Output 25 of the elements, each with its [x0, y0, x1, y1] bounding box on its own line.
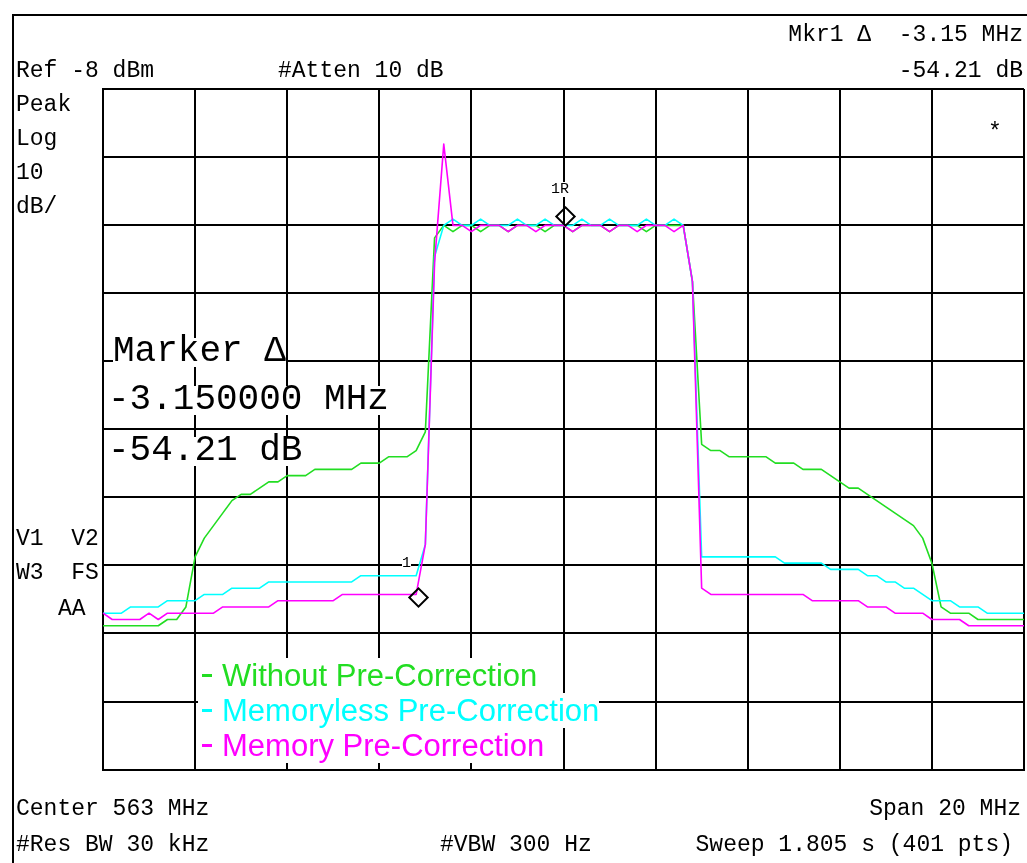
text: Mkr1 Δ -3.15 MHz — [788, 22, 1023, 48]
text: V1 V2 — [16, 526, 99, 552]
annotation: -54.21 dB — [108, 430, 303, 471]
text: dB/ — [16, 194, 58, 220]
text: 10 — [16, 160, 44, 186]
annotation: -3.150000 MHz — [108, 379, 389, 420]
text: Sweep 1.805 s (401 pts) — [695, 832, 1013, 858]
text: Log — [16, 126, 58, 152]
text: Center 563 MHz — [16, 796, 210, 822]
text: Ref -8 dBm — [16, 58, 155, 84]
legend-label: Without Pre-Correction — [222, 658, 538, 693]
legend-label: Memory Pre-Correction — [222, 728, 545, 763]
annotation: Marker Δ — [113, 331, 286, 372]
text: W3 FS — [16, 560, 99, 586]
annotation: 1 — [402, 555, 412, 572]
text: #Atten 10 dB — [278, 58, 444, 84]
annotation: * — [988, 120, 1002, 146]
text: AA — [58, 596, 86, 622]
text: #VBW 300 Hz — [440, 832, 592, 858]
legend-label: Memoryless Pre-Correction — [222, 693, 600, 728]
annotation: 1R — [551, 181, 570, 198]
text: Peak — [16, 92, 72, 118]
text: -54.21 dB — [898, 58, 1023, 84]
text: Span 20 MHz — [869, 796, 1021, 822]
text: #Res BW 30 kHz — [16, 832, 210, 858]
